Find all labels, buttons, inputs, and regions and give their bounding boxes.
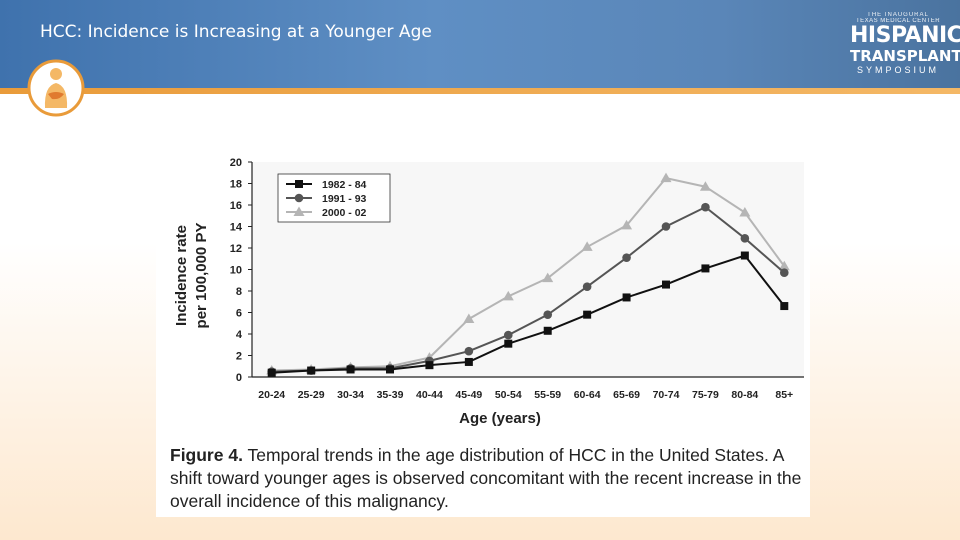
data-point-1991-93 (582, 282, 592, 291)
data-point-2000-02 (699, 181, 711, 191)
header-bar (0, 0, 960, 90)
slide-title: HCC: Incidence is Increasing at a Younge… (40, 22, 432, 42)
y-tick-label: 0 (236, 372, 242, 384)
data-point-1982-84 (780, 302, 789, 311)
data-point-2000-02 (739, 207, 751, 217)
brand-line-symposium: SYMPOSIUM (856, 65, 939, 75)
data-point-1991-93 (543, 310, 553, 319)
data-point-2000-02 (581, 241, 593, 251)
legend-label: 2000 - 02 (322, 207, 367, 219)
data-point-1991-93 (661, 222, 671, 231)
y-tick-label: 20 (230, 157, 242, 169)
y-tick-label: 8 (236, 286, 242, 298)
liver-logo-icon (27, 59, 85, 117)
data-point-1982-84 (504, 339, 513, 348)
data-point-1982-84 (662, 280, 670, 289)
brand-line-transplant: TRANSPLANT (850, 47, 960, 65)
data-point-2000-02 (621, 219, 633, 230)
y-tick-label: 18 (230, 179, 242, 191)
data-point-1982-84 (346, 365, 355, 374)
x-tick-label: 45-49 (455, 389, 482, 401)
data-point-1991-93 (740, 234, 750, 243)
data-point-2000-02 (660, 172, 672, 183)
series-line-1982-84 (271, 254, 786, 374)
series-line-1991-93 (271, 205, 785, 373)
data-point-1982-84 (543, 326, 552, 335)
legend-marker (294, 193, 304, 203)
x-tick-label: 85+ (775, 389, 793, 401)
brand-line-hispanic: HISPANIC (850, 23, 960, 48)
figure-panel: 0 2 4 6 8 10 12 14 16 18 20 20-24 25-29 30-34 35-39 40-… (156, 150, 810, 517)
y-tick-label: 14 (230, 222, 243, 234)
data-point-1982-84 (386, 365, 394, 374)
data-point-1991-93 (779, 268, 789, 278)
data-point-2000-02 (542, 272, 554, 283)
brand-line-inaugural: THE INAUGURAL (867, 12, 929, 18)
data-point-2000-02 (502, 290, 514, 301)
series-line-2000-02 (271, 177, 786, 372)
incidence-line-chart: 0 2 4 6 8 10 12 14 16 18 20 20-24 25-29 30-34 35-39 40-… (173, 157, 804, 427)
data-point-1982-84 (740, 251, 749, 260)
x-tick-label: 55-59 (534, 389, 561, 401)
header-accent-stripe (0, 88, 960, 94)
brand-line-tmc: TEXAS MEDICAL CENTER (855, 18, 941, 24)
data-point-1982-84 (267, 368, 276, 377)
y-tick-label: 12 (230, 243, 242, 255)
y-tick-label: 16 (230, 200, 242, 212)
x-tick-label: 60-64 (574, 389, 601, 401)
figure-caption: Figure 4. Temporal trends in the age dis… (170, 444, 802, 513)
x-tick-label: 75-79 (692, 389, 719, 401)
y-tick-label: 10 (230, 265, 242, 277)
y-axis-title-line2: per 100,000 PY (193, 223, 210, 329)
data-point-1991-93 (701, 202, 710, 212)
x-tick-label: 65-69 (613, 389, 640, 401)
y-tick-label: 6 (236, 308, 242, 320)
data-point-1991-93 (622, 253, 631, 262)
data-point-1982-84 (425, 361, 434, 370)
x-tick-label: 40-44 (416, 389, 443, 401)
y-tick-label: 4 (236, 329, 243, 341)
x-axis-title: Age (years) (459, 410, 541, 427)
data-point-1982-84 (701, 264, 710, 273)
data-point-1982-84 (622, 293, 631, 302)
data-point-1982-84 (464, 357, 473, 366)
y-axis-title-line1: Incidence rate (173, 225, 190, 326)
legend-marker (293, 206, 305, 216)
x-tick-label: 70-74 (653, 389, 680, 401)
x-tick-label: 35-39 (377, 389, 404, 401)
caption-text: Temporal trends in the age distribution … (170, 445, 802, 511)
data-point-1991-93 (464, 346, 474, 356)
x-tick-label: 25-29 (298, 389, 325, 401)
data-point-1982-84 (583, 310, 592, 319)
legend-label: 1982 - 84 (322, 179, 367, 191)
x-tick-label: 20-24 (258, 389, 285, 401)
legend-marker (295, 180, 303, 188)
legend-label: 1991 - 93 (322, 193, 367, 205)
data-point-2000-02 (778, 260, 790, 271)
y-tick-label: 2 (236, 351, 242, 363)
data-point-1982-84 (307, 366, 316, 375)
data-point-1991-93 (503, 330, 513, 340)
symposium-logo: THE INAUGURAL TEXAS MEDICAL CENTER HISPA… (850, 12, 960, 75)
x-tick-label: 50-54 (495, 389, 522, 401)
caption-label: Figure 4. (170, 445, 243, 465)
data-point-2000-02 (463, 313, 475, 323)
x-tick-label: 80-84 (731, 389, 758, 401)
x-tick-label: 30-34 (337, 389, 364, 401)
